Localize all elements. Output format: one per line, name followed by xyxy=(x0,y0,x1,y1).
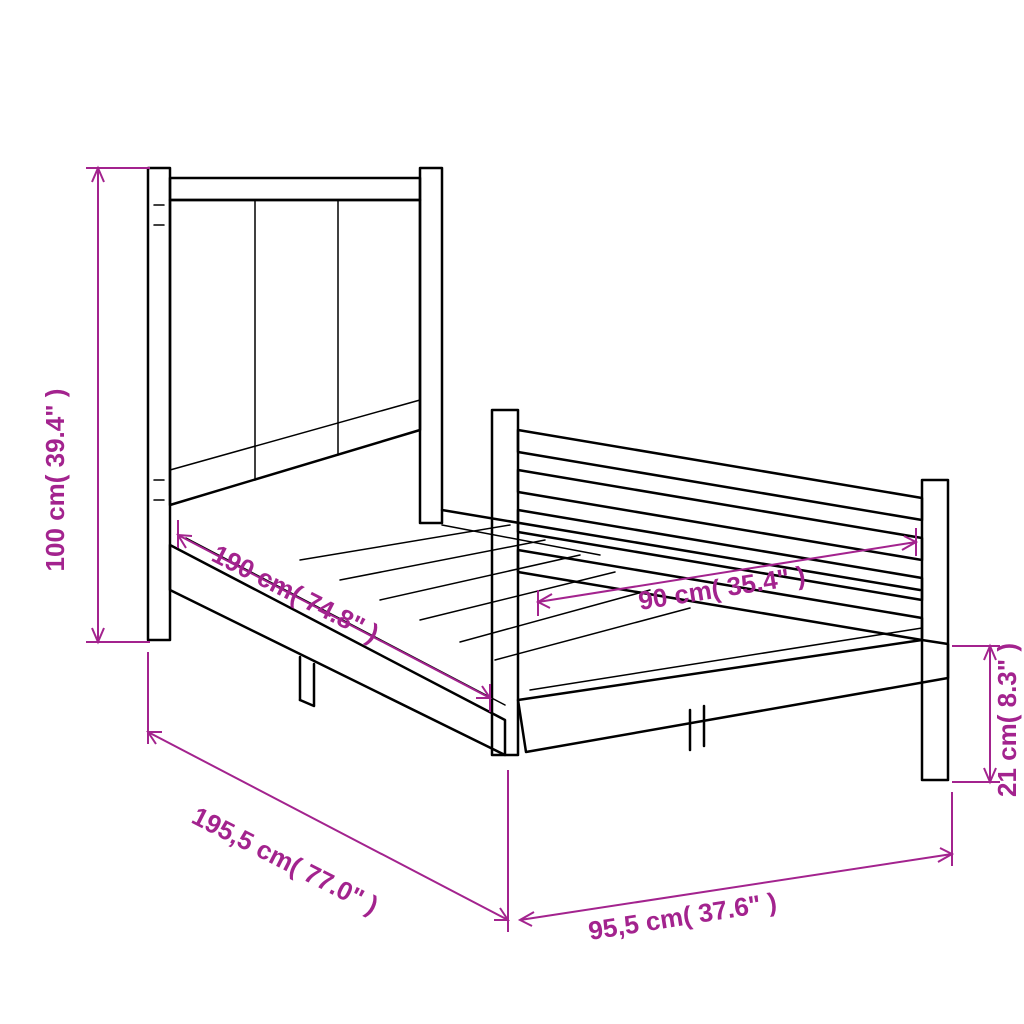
height-label: 100 cm( 39.4" ) xyxy=(40,389,70,572)
bed-frame-dimension-diagram: 100 cm( 39.4" ) 190 cm( 74.8" ) 90 cm( 3… xyxy=(0,0,1024,1024)
inner-length-label: 190 cm( 74.8" ) xyxy=(207,539,384,649)
clearance-label: 21 cm( 8.3" ) xyxy=(992,643,1022,797)
outer-length-label: 195,5 cm( 77.0" ) xyxy=(187,801,383,921)
bed-frame-outline xyxy=(148,168,948,780)
